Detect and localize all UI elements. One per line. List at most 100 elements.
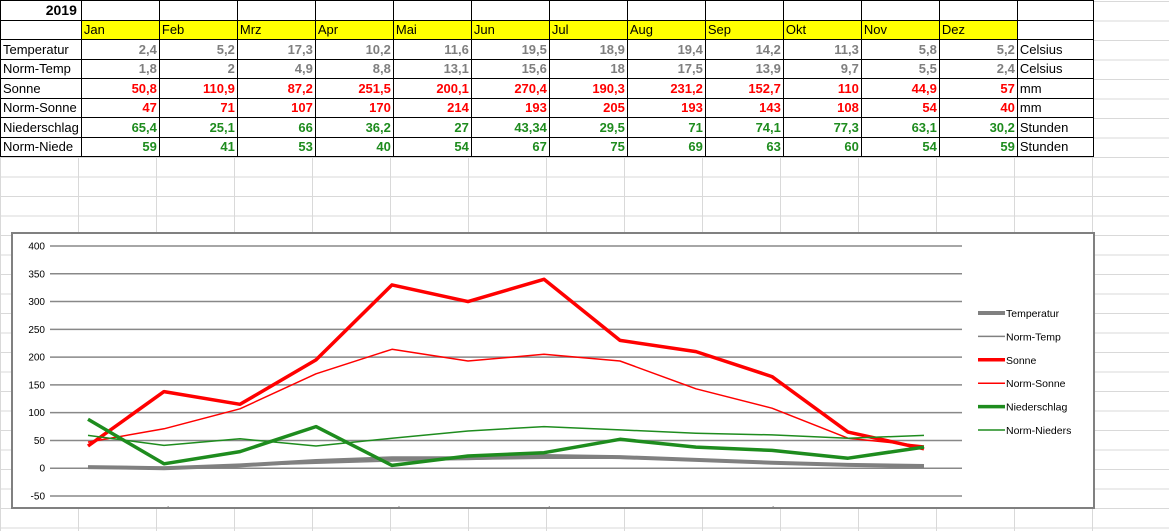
row-label-cell[interactable]: Norm-Sonne (0, 97, 82, 118)
value-cell[interactable]: 10,2 (314, 39, 394, 60)
month-header-cell[interactable]: Mai (392, 19, 472, 40)
value-cell[interactable]: 50,8 (80, 78, 160, 99)
month-header-cell[interactable]: Aug (626, 19, 706, 40)
value-cell[interactable]: 17,3 (236, 39, 316, 60)
value-cell[interactable]: 63,1 (860, 117, 940, 138)
unit-cell[interactable]: Stunden (1016, 136, 1094, 157)
value-cell[interactable]: 108 (782, 97, 862, 118)
value-cell[interactable]: 5,2 (158, 39, 238, 60)
value-cell[interactable]: 5,8 (860, 39, 940, 60)
value-cell[interactable]: 25,1 (158, 117, 238, 138)
empty-cell[interactable] (1016, 19, 1094, 40)
value-cell[interactable]: 5,5 (860, 58, 940, 79)
value-cell[interactable]: 60 (782, 136, 862, 157)
value-cell[interactable]: 190,3 (548, 78, 628, 99)
row-label-cell[interactable]: Sonne (0, 78, 82, 99)
value-cell[interactable]: 193 (470, 97, 550, 118)
value-cell[interactable]: 2,4 (938, 58, 1018, 79)
month-header-cell[interactable]: Okt (782, 19, 862, 40)
value-cell[interactable]: 214 (392, 97, 472, 118)
month-header-cell[interactable]: Apr (314, 19, 394, 40)
value-cell[interactable]: 44,9 (860, 78, 940, 99)
month-header-cell[interactable]: Sep (704, 19, 784, 40)
empty-cell[interactable] (158, 0, 238, 21)
value-cell[interactable]: 30,2 (938, 117, 1018, 138)
value-cell[interactable]: 9,7 (782, 58, 862, 79)
empty-cell[interactable] (626, 0, 706, 21)
value-cell[interactable]: 18,9 (548, 39, 628, 60)
value-cell[interactable]: 87,2 (236, 78, 316, 99)
value-cell[interactable]: 251,5 (314, 78, 394, 99)
value-cell[interactable]: 57 (938, 78, 1018, 99)
value-cell[interactable]: 13,1 (392, 58, 472, 79)
value-cell[interactable]: 205 (548, 97, 628, 118)
row-label-cell[interactable]: Norm-Niede (0, 136, 82, 157)
value-cell[interactable]: 11,3 (782, 39, 862, 60)
value-cell[interactable]: 15,6 (470, 58, 550, 79)
value-cell[interactable]: 63 (704, 136, 784, 157)
value-cell[interactable]: 71 (626, 117, 706, 138)
value-cell[interactable]: 152,7 (704, 78, 784, 99)
value-cell[interactable]: 17,5 (626, 58, 706, 79)
value-cell[interactable]: 19,4 (626, 39, 706, 60)
row-label-cell[interactable]: Niederschlag (0, 117, 82, 138)
empty-cell[interactable] (860, 0, 940, 21)
value-cell[interactable]: 2,4 (80, 39, 160, 60)
value-cell[interactable]: 54 (860, 97, 940, 118)
value-cell[interactable]: 43,34 (470, 117, 550, 138)
value-cell[interactable]: 36,2 (314, 117, 394, 138)
value-cell[interactable]: 5,2 (938, 39, 1018, 60)
empty-cell[interactable] (1016, 0, 1094, 21)
value-cell[interactable]: 54 (392, 136, 472, 157)
row-label-cell[interactable]: Norm-Temp (0, 58, 82, 79)
value-cell[interactable]: 41 (158, 136, 238, 157)
month-header-cell[interactable]: Feb (158, 19, 238, 40)
empty-cell[interactable] (548, 0, 628, 21)
value-cell[interactable]: 4,9 (236, 58, 316, 79)
value-cell[interactable]: 2 (158, 58, 238, 79)
value-cell[interactable]: 53 (236, 136, 316, 157)
value-cell[interactable]: 65,4 (80, 117, 160, 138)
empty-cell[interactable] (314, 0, 394, 21)
value-cell[interactable]: 54 (860, 136, 940, 157)
empty-cell[interactable] (80, 0, 160, 21)
empty-cell[interactable] (704, 0, 784, 21)
value-cell[interactable]: 193 (626, 97, 706, 118)
year-cell[interactable]: 2019 (0, 0, 82, 21)
unit-cell[interactable]: Celsius (1016, 39, 1094, 60)
value-cell[interactable]: 200,1 (392, 78, 472, 99)
value-cell[interactable]: 8,8 (314, 58, 394, 79)
value-cell[interactable]: 67 (470, 136, 550, 157)
value-cell[interactable]: 270,4 (470, 78, 550, 99)
value-cell[interactable]: 13,9 (704, 58, 784, 79)
value-cell[interactable]: 74,1 (704, 117, 784, 138)
value-cell[interactable]: 110 (782, 78, 862, 99)
value-cell[interactable]: 107 (236, 97, 316, 118)
value-cell[interactable]: 27 (392, 117, 472, 138)
empty-cell[interactable] (236, 0, 316, 21)
empty-cell[interactable] (782, 0, 862, 21)
unit-cell[interactable]: Stunden (1016, 117, 1094, 138)
unit-cell[interactable]: mm (1016, 78, 1094, 99)
month-header-cell[interactable]: Jun (470, 19, 550, 40)
value-cell[interactable]: 143 (704, 97, 784, 118)
value-cell[interactable]: 75 (548, 136, 628, 157)
empty-cell[interactable] (938, 0, 1018, 21)
value-cell[interactable]: 47 (80, 97, 160, 118)
value-cell[interactable]: 11,6 (392, 39, 472, 60)
value-cell[interactable]: 59 (80, 136, 160, 157)
empty-cell[interactable] (0, 19, 82, 40)
value-cell[interactable]: 59 (938, 136, 1018, 157)
value-cell[interactable]: 71 (158, 97, 238, 118)
month-header-cell[interactable]: Jan (80, 19, 160, 40)
value-cell[interactable]: 19,5 (470, 39, 550, 60)
value-cell[interactable]: 18 (548, 58, 628, 79)
value-cell[interactable]: 29,5 (548, 117, 628, 138)
value-cell[interactable]: 40 (314, 136, 394, 157)
month-header-cell[interactable]: Jul (548, 19, 628, 40)
month-header-cell[interactable]: Mrz (236, 19, 316, 40)
month-header-cell[interactable]: Dez (938, 19, 1018, 40)
value-cell[interactable]: 110,9 (158, 78, 238, 99)
unit-cell[interactable]: Celsius (1016, 58, 1094, 79)
value-cell[interactable]: 1,8 (80, 58, 160, 79)
